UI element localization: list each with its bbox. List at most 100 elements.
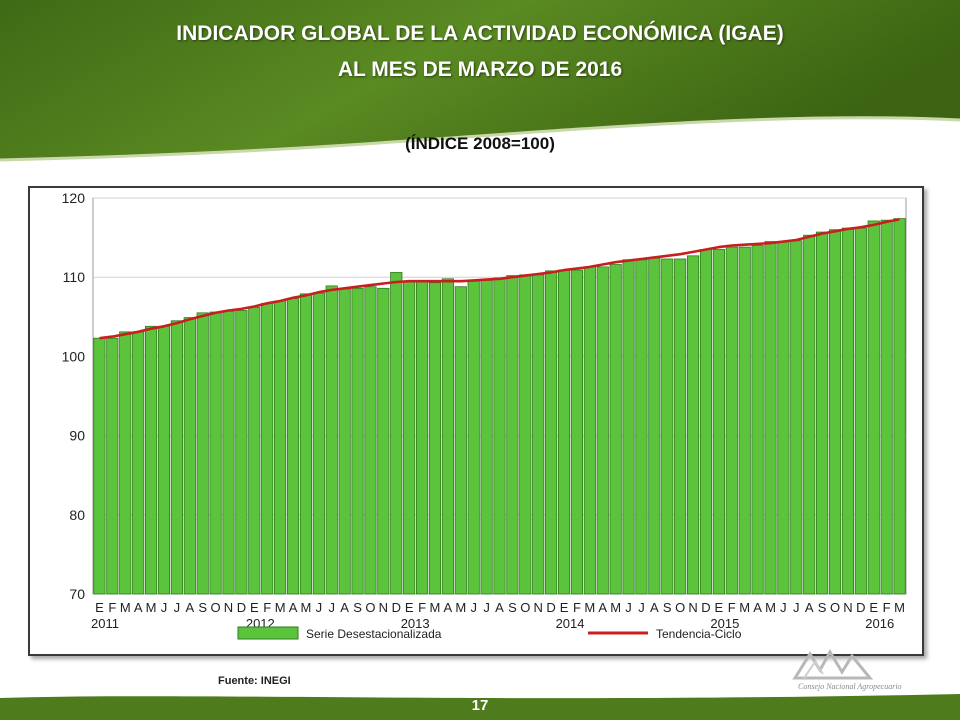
bar bbox=[764, 241, 777, 595]
bar bbox=[170, 320, 183, 595]
bar bbox=[648, 257, 661, 595]
x-tick-label: M bbox=[120, 600, 131, 615]
x-tick-label: F bbox=[263, 600, 271, 615]
x-tick-label: A bbox=[340, 600, 349, 615]
y-tick-label: 120 bbox=[62, 190, 86, 206]
x-tick-label: J bbox=[638, 600, 645, 615]
x-tick-label: F bbox=[573, 600, 581, 615]
bar bbox=[686, 255, 700, 595]
slide-title: INDICADOR GLOBAL DE LA ACTIVIDAD ECONÓMI… bbox=[176, 22, 784, 45]
bar bbox=[299, 293, 313, 595]
bar bbox=[338, 288, 351, 595]
x-tick-label: E bbox=[869, 600, 878, 615]
x-tick-label: A bbox=[444, 600, 453, 615]
bar bbox=[119, 331, 132, 595]
bar bbox=[570, 269, 584, 595]
bar bbox=[132, 331, 145, 595]
bar bbox=[312, 292, 325, 595]
bar bbox=[196, 312, 209, 595]
bar bbox=[377, 287, 390, 595]
bar bbox=[506, 275, 519, 595]
x-tick-label: O bbox=[211, 600, 221, 615]
bar bbox=[351, 287, 364, 595]
bar bbox=[893, 218, 906, 595]
x-tick-label: E bbox=[405, 600, 414, 615]
x-tick-label: M bbox=[584, 600, 595, 615]
y-tick-label: 100 bbox=[62, 348, 86, 364]
x-tick-label: M bbox=[146, 600, 157, 615]
x-tick-label: F bbox=[418, 600, 426, 615]
legend: Serie Desestacionalizada Tendencia-Ciclo bbox=[237, 626, 742, 641]
bar bbox=[854, 227, 867, 595]
x-tick-label: A bbox=[185, 600, 194, 615]
bar bbox=[261, 302, 274, 595]
x-tick-label: A bbox=[805, 600, 814, 615]
year-label: 2013 bbox=[401, 616, 430, 631]
bar bbox=[364, 286, 377, 595]
header-banner bbox=[0, 0, 960, 162]
x-tick-label: M bbox=[765, 600, 776, 615]
bar bbox=[751, 245, 764, 595]
x-tick-label: F bbox=[883, 600, 891, 615]
x-tick-label: N bbox=[688, 600, 697, 615]
bar bbox=[777, 241, 790, 595]
y-tick-label: 70 bbox=[69, 586, 85, 602]
x-tick-label: J bbox=[161, 600, 168, 615]
x-tick-label: N bbox=[843, 600, 852, 615]
bar bbox=[532, 274, 545, 595]
x-tick-label: M bbox=[455, 600, 466, 615]
x-tick-label: A bbox=[598, 600, 607, 615]
page-number: 17 bbox=[471, 697, 489, 714]
x-tick-label: D bbox=[546, 600, 555, 615]
bar bbox=[235, 310, 248, 595]
x-tick-label: A bbox=[495, 600, 504, 615]
bar bbox=[157, 325, 171, 595]
x-tick-label: M bbox=[894, 600, 905, 615]
legend-label: Serie Desestacionalizada bbox=[306, 627, 442, 641]
x-tick-label: D bbox=[701, 600, 710, 615]
trend-line bbox=[99, 218, 900, 340]
bar bbox=[738, 246, 751, 595]
bar bbox=[609, 264, 622, 595]
x-tick-label: F bbox=[728, 600, 736, 615]
x-tick-label: M bbox=[430, 600, 441, 615]
bar bbox=[519, 274, 532, 595]
bar bbox=[828, 229, 842, 595]
x-tick-label: E bbox=[715, 600, 724, 615]
bar bbox=[248, 306, 261, 595]
bar bbox=[583, 266, 596, 595]
x-tick-label: E bbox=[560, 600, 569, 615]
bar bbox=[725, 246, 738, 595]
x-tick-label: O bbox=[365, 600, 375, 615]
cna-logo-icon bbox=[792, 649, 874, 680]
bar bbox=[635, 259, 648, 595]
x-tick-label: E bbox=[95, 600, 104, 615]
bar bbox=[403, 280, 416, 595]
x-tick-label: J bbox=[174, 600, 181, 615]
x-tick-label: N bbox=[534, 600, 543, 615]
bar bbox=[493, 277, 506, 595]
bar bbox=[545, 270, 558, 595]
bar bbox=[816, 231, 829, 595]
x-tick-label: O bbox=[520, 600, 530, 615]
bar bbox=[183, 317, 196, 595]
legend-label: Tendencia-Ciclo bbox=[656, 627, 742, 641]
bar bbox=[467, 280, 480, 595]
bar bbox=[144, 325, 158, 595]
x-tick-label: M bbox=[275, 600, 286, 615]
footer-band bbox=[0, 694, 960, 720]
bar bbox=[841, 227, 855, 595]
x-tick-label: S bbox=[663, 600, 672, 615]
x-tick-label: J bbox=[780, 600, 787, 615]
x-tick-label: N bbox=[379, 600, 388, 615]
x-tick-label: S bbox=[353, 600, 362, 615]
x-tick-label: D bbox=[856, 600, 865, 615]
x-tick-label: M bbox=[610, 600, 621, 615]
x-tick-label: J bbox=[316, 600, 323, 615]
source-note: Fuente: INEGI bbox=[218, 675, 291, 687]
bar bbox=[454, 286, 467, 595]
bar bbox=[415, 281, 429, 595]
year-label: 2015 bbox=[710, 616, 739, 631]
x-tick-label: M bbox=[739, 600, 750, 615]
